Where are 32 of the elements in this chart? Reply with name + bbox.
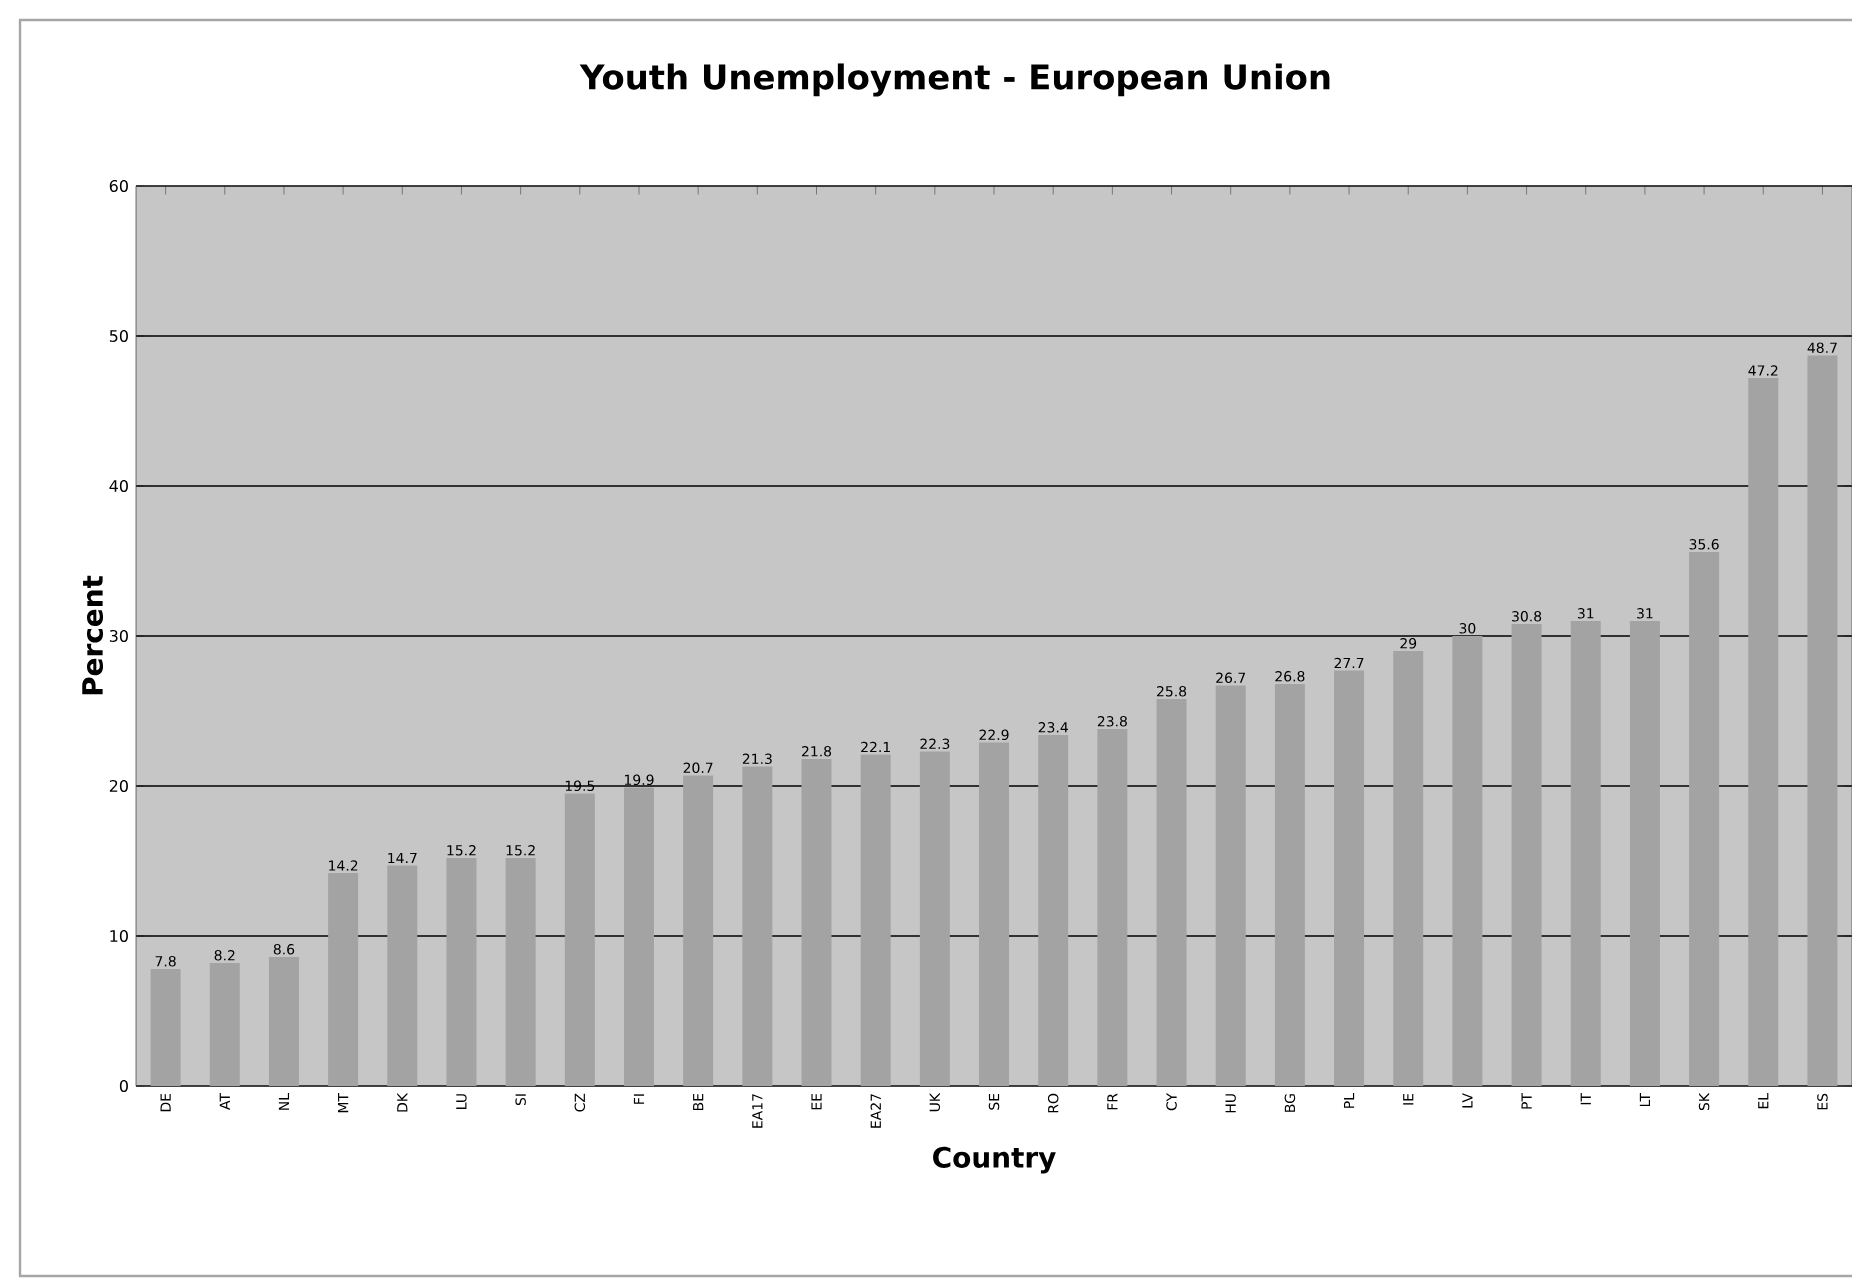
- bar: [1274, 683, 1305, 1086]
- bar: [1689, 551, 1720, 1086]
- bar: [564, 793, 595, 1086]
- bar: [919, 751, 950, 1086]
- bar: [801, 758, 832, 1086]
- bar: [1156, 698, 1187, 1086]
- bar: [209, 962, 240, 1086]
- bar: [1748, 377, 1779, 1086]
- bar: [1570, 620, 1601, 1086]
- bar: [1629, 620, 1660, 1086]
- bar: [1452, 635, 1483, 1086]
- bar: [1393, 650, 1424, 1086]
- bar: [1038, 734, 1069, 1086]
- chart-title: Youth Unemployment - European Union: [579, 63, 1330, 97]
- bar: [328, 872, 359, 1086]
- bar: [623, 787, 654, 1086]
- bar: [1334, 670, 1365, 1086]
- x-axis-title: Country: [933, 1146, 1056, 1174]
- bar: [1807, 355, 1838, 1086]
- bar: [268, 956, 299, 1086]
- bar: [446, 857, 477, 1086]
- bar: [387, 865, 418, 1086]
- bar: [979, 742, 1010, 1086]
- bar: [860, 754, 891, 1086]
- bar: [505, 857, 536, 1086]
- bar: [150, 968, 181, 1086]
- bar: [683, 775, 714, 1086]
- bar: [1097, 728, 1128, 1086]
- y-axis-title: Percent: [82, 575, 104, 695]
- bar: [1511, 623, 1542, 1086]
- bar: [742, 766, 773, 1086]
- bar: [1215, 685, 1246, 1086]
